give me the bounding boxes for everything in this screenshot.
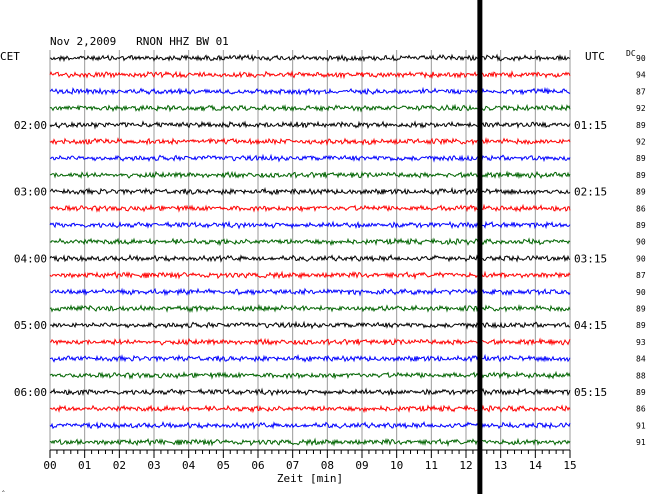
event-marker-bar: [477, 0, 483, 494]
utc-time-labels: 01:15 02:15 03:15 04:15 05:15: [574, 119, 607, 399]
trace-line: [49, 120, 571, 130]
dc-value: 92: [636, 104, 646, 113]
trace-line: [49, 370, 571, 380]
trace-line: [49, 404, 571, 414]
dc-column-header: DC: [626, 49, 636, 58]
trace-line: [49, 353, 571, 363]
x-tick-label: 12: [459, 459, 472, 472]
dc-value: 89: [636, 121, 646, 130]
dc-value: 89: [636, 321, 646, 330]
trace-line: [49, 170, 571, 180]
trace-line: [49, 153, 571, 163]
x-tick-label: 15: [563, 459, 576, 472]
trace-line: [49, 137, 571, 146]
x-tick-label: 08: [321, 459, 334, 472]
dc-value: 87: [636, 271, 646, 280]
trace-line: [49, 53, 571, 63]
trace-line: [49, 103, 571, 113]
utc-time-label: 03:15: [574, 252, 607, 265]
utc-time-label: 02:15: [574, 186, 607, 199]
dc-value: 94: [636, 71, 646, 80]
trace-line: [49, 254, 571, 263]
utc-time-label: 04:15: [574, 319, 607, 332]
x-tick-label: 07: [286, 459, 299, 472]
trace-line: [49, 86, 571, 96]
chart-header: Nov 2,2009 RNON HHZ BW 01: [50, 35, 229, 48]
cet-time-label: 04:00: [14, 252, 47, 265]
time-axis: 00 01 02 03 04 05 06 07 08 09 10 11 12 13 14 15: [43, 449, 577, 472]
trace-line: [49, 203, 571, 213]
x-tick-label: 10: [390, 459, 403, 472]
x-tick-label: 09: [355, 459, 368, 472]
trace-line: [49, 186, 571, 196]
dc-value: 92: [636, 138, 646, 147]
dc-value: 84: [636, 355, 646, 364]
cet-time-label: 02:00: [14, 119, 47, 132]
minute-gridlines: [49, 50, 571, 450]
cet-time-label: 06:00: [14, 386, 47, 399]
dc-value: 89: [636, 305, 646, 314]
x-tick-label: 00: [43, 459, 56, 472]
x-tick-label: 05: [217, 459, 230, 472]
trace-line: [49, 287, 571, 297]
dc-value: 89: [636, 221, 646, 230]
x-tick-label: 11: [425, 459, 438, 472]
dc-value: 91: [636, 438, 646, 447]
trace-line: [49, 237, 571, 247]
x-axis-title: Zeit [min]: [277, 472, 343, 485]
x-tick-label: 13: [494, 459, 507, 472]
left-timezone-label: CET: [0, 50, 20, 63]
dc-value: 87: [636, 87, 646, 96]
dc-value: 90: [636, 288, 646, 297]
x-tick-label: 14: [529, 459, 543, 472]
trace-line: [49, 437, 571, 447]
right-timezone-label: UTC: [585, 50, 605, 63]
dc-value: 90: [636, 254, 646, 263]
seismic-traces: [49, 53, 571, 447]
trace-line: [49, 70, 571, 80]
dc-value: 91: [636, 421, 646, 430]
trace-line: [49, 304, 571, 314]
trace-line: [49, 220, 571, 230]
cet-time-label: 03:00: [14, 186, 47, 199]
event-marker: [477, 0, 483, 494]
cet-time-labels: 02:00 03:00 04:00 05:00 06:00: [14, 119, 47, 399]
dc-value: 86: [636, 204, 646, 213]
dc-value: 89: [636, 388, 646, 397]
x-tick-label: 02: [113, 459, 126, 472]
corner-mark: ‸: [2, 483, 5, 492]
dc-value: 86: [636, 405, 646, 414]
x-tick-label: 01: [78, 459, 91, 472]
utc-time-label: 05:15: [574, 386, 607, 399]
cet-time-label: 05:00: [14, 319, 47, 332]
trace-line: [49, 421, 571, 430]
trace-line: [49, 270, 571, 280]
utc-time-label: 01:15: [574, 119, 607, 132]
trace-line: [49, 337, 571, 347]
dc-value: 88: [636, 371, 646, 380]
trace-line: [49, 320, 571, 330]
trace-line: [49, 387, 571, 397]
dc-value: 90: [636, 238, 646, 247]
dc-value: 93: [636, 338, 646, 347]
dc-value: 90: [636, 54, 646, 63]
dc-value: 89: [636, 188, 646, 197]
x-tick-label: 04: [182, 459, 196, 472]
dc-value: 89: [636, 154, 646, 163]
x-tick-label: 06: [251, 459, 264, 472]
dc-values: 90 94 87 92 89 92 89 89 89 86 89 90 90 87 90 89 89 93 84 88…: [636, 54, 646, 447]
x-tick-label: 03: [147, 459, 160, 472]
dc-value: 89: [636, 171, 646, 180]
